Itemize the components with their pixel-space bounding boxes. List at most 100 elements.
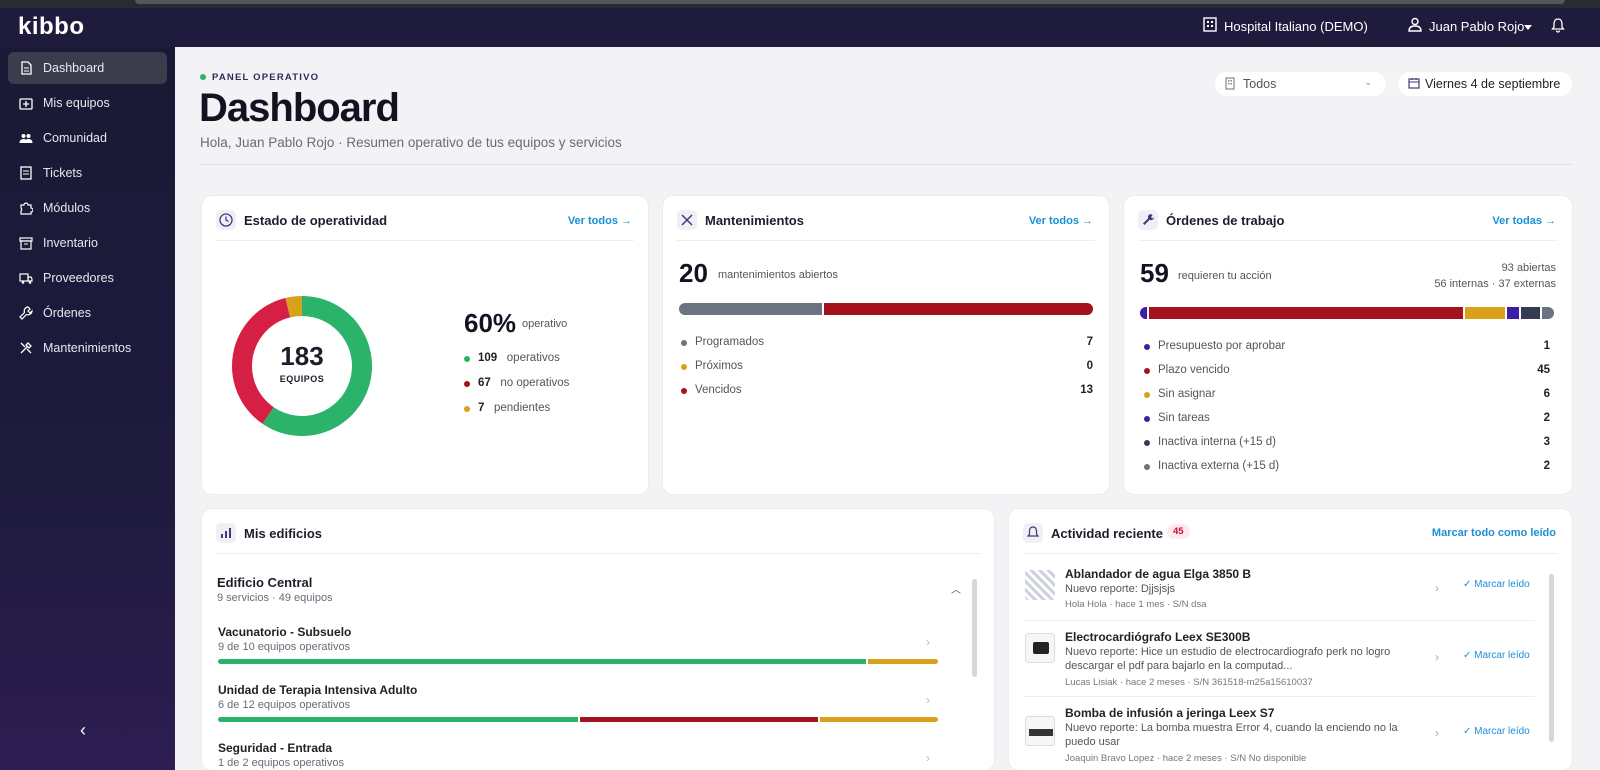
service-row[interactable]: Seguridad - Entrada 1 de 2 equipos opera… xyxy=(218,741,962,769)
orders-stacked-bar xyxy=(1140,307,1554,319)
operativity-donut-chart xyxy=(232,296,372,436)
puzzle-icon xyxy=(20,202,33,215)
activity-title: Electrocardiógrafo Leex SE300B xyxy=(1065,630,1251,644)
divider xyxy=(1138,240,1558,241)
activity-item[interactable]: Electrocardiógrafo Leex SE300B Nuevo rep… xyxy=(1023,622,1535,697)
bar-inactiva-externa xyxy=(1539,307,1554,319)
legend-label: Plazo vencido xyxy=(1158,364,1230,376)
mark-all-read-link[interactable]: Marcar todo como leído xyxy=(1431,527,1556,539)
legend-presupuesto: Presupuesto por aprobar 1 xyxy=(1144,340,1550,356)
activity-title: Bomba de infusión a jeringa Leex S7 xyxy=(1065,706,1275,720)
chart-icon xyxy=(216,523,236,543)
bar-operativos xyxy=(218,659,866,664)
open-maintenance-count: 20 xyxy=(679,258,708,288)
legend-dot xyxy=(1144,440,1150,446)
legend-no-operativos: 67 no operativos xyxy=(464,377,634,393)
date-picker[interactable]: Viernes 4 de septiembre xyxy=(1398,72,1572,96)
top-bar: kibbo Hospital Italiano (DEMO) Juan Pabl… xyxy=(0,0,1600,47)
bar-presupuesto xyxy=(1140,307,1148,319)
ver-todos-link[interactable]: Ver todos → xyxy=(1028,215,1093,227)
legend-value: 45 xyxy=(1537,364,1550,376)
sidebar-item-label: Dashboard xyxy=(43,61,105,75)
legend-dot xyxy=(1144,416,1150,422)
scrollbar[interactable] xyxy=(972,579,977,677)
status-dot xyxy=(200,74,206,80)
scrollbar[interactable] xyxy=(1549,574,1554,742)
bell-icon[interactable] xyxy=(1551,18,1565,33)
legend-inactiva-externa: Inactiva externa (+15 d) 2 xyxy=(1144,460,1550,476)
legend-dot xyxy=(464,406,470,412)
building-icon xyxy=(1203,17,1217,32)
sidebar-item-modulos[interactable]: Módulos xyxy=(8,192,167,224)
legend-value: 0 xyxy=(1086,360,1093,372)
mark-read-button[interactable]: ✓ Marcar leído xyxy=(1463,650,1530,661)
legend-label: operativos xyxy=(506,352,560,364)
building-name[interactable]: Edificio Central xyxy=(217,575,313,590)
mark-read-button[interactable]: ✓ Marcar leído xyxy=(1463,726,1530,737)
ver-todas-link[interactable]: Ver todas → xyxy=(1492,215,1556,227)
legend-dot xyxy=(1144,344,1150,350)
bar-inactiva-interna xyxy=(1518,307,1540,319)
mark-read-button[interactable]: ✓ Marcar leído xyxy=(1463,579,1530,590)
legend-label: no operativos xyxy=(500,377,570,389)
app-logo[interactable]: kibbo xyxy=(18,13,85,40)
legend-value: 2 xyxy=(1543,412,1550,424)
calendar-icon xyxy=(1408,78,1420,89)
activity-description: Nuevo reporte: La bomba muestra Error 4,… xyxy=(1065,722,1398,748)
service-row[interactable]: Vacunatorio - Subsuelo 9 de 10 equipos o… xyxy=(218,625,962,664)
sidebar-item-proveedores[interactable]: Proveedores xyxy=(8,262,167,294)
open-orders: 93 abiertas xyxy=(1501,262,1556,274)
sidebar-item-mis-equipos[interactable]: Mis equipos xyxy=(8,87,167,119)
service-status: 1 de 2 equipos operativos xyxy=(218,757,344,769)
sidebar-item-ordenes[interactable]: Órdenes xyxy=(8,297,167,329)
sidebar-item-dashboard[interactable]: Dashboard xyxy=(8,52,167,84)
legend-dot xyxy=(681,388,687,394)
bar-operativos xyxy=(218,717,578,722)
organization-selector[interactable]: Hospital Italiano (DEMO) xyxy=(1224,19,1368,34)
equipment-thumbnail xyxy=(1025,716,1055,746)
legend-dot xyxy=(1144,464,1150,470)
sidebar-item-comunidad[interactable]: Comunidad xyxy=(8,122,167,154)
sidebar-item-mantenimientos[interactable]: Mantenimientos xyxy=(8,332,167,364)
clock-icon xyxy=(216,210,236,230)
activity-item[interactable]: Ablandador de agua Elga 3850 B Nuevo rep… xyxy=(1023,559,1535,621)
chevron-up-icon[interactable]: ︿ xyxy=(951,585,961,596)
work-orders-card: Órdenes de trabajo Ver todas → 59 requie… xyxy=(1124,196,1572,494)
donut-segment-no-operativos[interactable] xyxy=(232,298,291,424)
card-title: Estado de operatividad xyxy=(244,213,388,228)
activity-description: Nuevo reporte: Djjsjsjs xyxy=(1065,583,1176,595)
activity-item[interactable]: Bomba de infusión a jeringa Leex S7 Nuev… xyxy=(1023,698,1535,770)
service-row[interactable]: Unidad de Terapia Intensiva Adulto 6 de … xyxy=(218,683,962,722)
archive-icon xyxy=(19,237,33,250)
bar-sin-asignar xyxy=(1462,307,1505,319)
legend-label: Sin asignar xyxy=(1158,388,1216,400)
donut-segment-operativos[interactable] xyxy=(262,296,372,436)
chevron-down-icon[interactable] xyxy=(1524,25,1532,30)
collapse-sidebar-button[interactable]: ‹ xyxy=(80,720,86,740)
ver-todos-link[interactable]: Ver todos → xyxy=(567,215,632,227)
sidebar-item-inventario[interactable]: Inventario xyxy=(8,227,167,259)
legend-label: Presupuesto por aprobar xyxy=(1158,340,1286,352)
open-maintenance-label: mantenimientos abiertos xyxy=(718,269,838,281)
service-status-bar xyxy=(218,717,938,722)
chevron-right-icon: › xyxy=(926,751,930,765)
user-menu[interactable]: Juan Pablo Rojo xyxy=(1429,19,1525,34)
filter-value: Todos xyxy=(1243,77,1277,91)
activity-meta: Joaquin Bravo Lopez · hace 2 meses · S/N… xyxy=(1065,753,1307,764)
pending-orders-count: 59 xyxy=(1140,258,1169,288)
building-filter-select[interactable]: Todos ⌄ xyxy=(1215,72,1386,96)
page-subtitle: Hola, Juan Pablo Rojo · Resumen operativ… xyxy=(200,135,622,150)
bar-sin-tareas xyxy=(1504,307,1519,319)
legend-dot xyxy=(1144,368,1150,374)
sidebar-item-tickets[interactable]: Tickets xyxy=(8,157,167,189)
legend-label: Sin tareas xyxy=(1158,412,1210,424)
operative-percent-label: operativo xyxy=(522,318,568,330)
donut-segment-pendientes[interactable] xyxy=(285,296,302,318)
file-icon xyxy=(21,61,32,75)
divider xyxy=(200,164,1572,165)
sidebar-item-label: Módulos xyxy=(43,201,91,215)
operative-percent: 60% xyxy=(464,308,517,338)
maintenance-card: Mantenimientos Ver todos → 20 mantenimie… xyxy=(663,196,1109,494)
legend-value: 6 xyxy=(1543,388,1550,400)
activity-card: Actividad reciente 45 Marcar todo como l… xyxy=(1009,509,1572,770)
